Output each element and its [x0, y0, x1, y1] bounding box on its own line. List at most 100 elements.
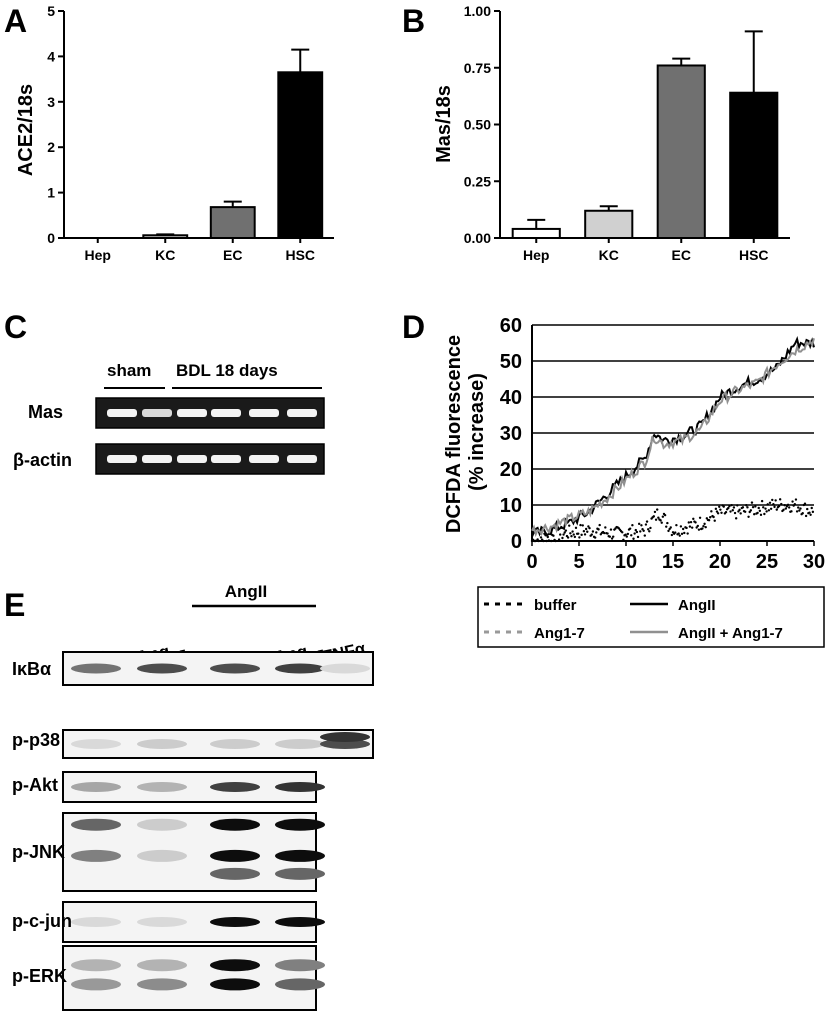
series-point-buffer: [590, 533, 593, 536]
series-point-buffer: [701, 527, 704, 530]
chartB-ytick-label: 0.50: [464, 117, 491, 133]
series-point-buffer: [632, 537, 635, 540]
blot-band: [275, 818, 325, 831]
series-point-buffer: [739, 512, 742, 515]
series-point-buffer: [766, 503, 769, 506]
series-point-buffer: [547, 539, 551, 542]
series-point-buffer: [678, 534, 681, 537]
series-point-buffer: [702, 525, 705, 528]
panel-d-ytick-label: 60: [500, 315, 522, 337]
series-point-buffer: [714, 507, 718, 511]
series-point-buffer: [751, 505, 755, 509]
series-point-buffer: [595, 531, 598, 534]
series-point-buffer: [771, 498, 774, 502]
series-point-buffer: [635, 530, 639, 534]
series-point-buffer: [719, 508, 722, 511]
legend-label-angii-ang17: AngII + Ang1-7: [678, 625, 783, 642]
series-point-buffer: [730, 503, 733, 507]
chartA-xtick-label: KC: [155, 247, 175, 263]
series-point-buffer: [681, 527, 685, 531]
blot-row-label: IκBα: [12, 659, 51, 679]
series-point-buffer: [549, 539, 553, 543]
series-point-buffer: [687, 521, 690, 524]
series-point-buffer: [734, 517, 738, 520]
gel-band: [107, 409, 137, 417]
chartA-ytick-label: 5: [47, 3, 55, 19]
series-point-buffer: [683, 531, 686, 535]
series-point-buffer: [753, 513, 756, 516]
chartB-xtick-label: HSC: [739, 247, 769, 263]
series-point-buffer: [645, 520, 649, 523]
series-point-buffer: [604, 526, 607, 529]
series-point-buffer: [709, 516, 712, 519]
series-point-buffer: [626, 532, 630, 536]
series-point-buffer: [720, 511, 723, 514]
panel-b-chart: 0.00 0.25 0.50 0.75 1.00 Hep KC EC HSC: [464, 3, 790, 263]
series-point-buffer: [583, 533, 587, 536]
gel-row-label-actin: β-actin: [13, 450, 72, 470]
series-point-buffer: [716, 512, 720, 515]
series-point-buffer: [764, 507, 767, 510]
legend-label-angii: AngII: [678, 597, 716, 614]
series-point-buffer: [745, 504, 748, 507]
chartB-bar: [511, 227, 561, 239]
series-point-buffer: [606, 532, 609, 535]
chartB-ytick-label: 0.25: [464, 173, 491, 189]
blot-band: [320, 739, 370, 749]
series-point-buffer: [598, 523, 601, 527]
gel-band: [142, 455, 172, 463]
series-point-buffer: [612, 535, 615, 538]
gel-band: [142, 409, 172, 417]
series-point-buffer: [643, 534, 646, 537]
blot-band: [210, 978, 260, 991]
blot-band: [210, 739, 260, 749]
series-point-buffer: [772, 502, 775, 506]
series-point-buffer: [712, 515, 715, 519]
blot-band: [137, 978, 187, 991]
series-point-buffer: [724, 511, 728, 514]
series-point-buffer: [633, 532, 636, 535]
series-point-buffer: [728, 505, 731, 508]
panel-d-xtick-label: 0: [526, 551, 537, 573]
chartB-xtick-label: KC: [599, 247, 619, 263]
series-point-buffer: [631, 524, 634, 527]
series-point-buffer: [784, 507, 787, 510]
series-point-buffer: [677, 532, 680, 535]
series-point-buffer: [773, 505, 776, 509]
panel-d-ytick-label: 0: [511, 531, 522, 553]
chartB-bar: [584, 209, 634, 239]
blot-band: [275, 849, 325, 862]
gel-band: [287, 409, 317, 417]
panel-b-ylabel: Mas/18s: [433, 85, 455, 163]
series-point-buffer: [704, 525, 707, 529]
panel-c-letter: C: [4, 309, 27, 345]
series-point-buffer: [804, 514, 808, 518]
legend-label-buffer: buffer: [534, 597, 577, 614]
series-point-buffer: [754, 505, 757, 508]
gel-row-label-mas: Mas: [28, 402, 63, 422]
series-point-buffer: [597, 528, 600, 531]
series-point-buffer: [694, 521, 697, 524]
panel-d-xtick-label: 5: [573, 551, 584, 573]
series-point-buffer: [782, 508, 785, 512]
chartA-bar: [209, 206, 256, 240]
series-point-buffer: [803, 502, 807, 505]
series-point-buffer: [666, 521, 669, 525]
panel-d-xtick-label: 20: [709, 551, 731, 573]
blot-band: [275, 867, 325, 880]
panel-d-xtick-label: 30: [803, 551, 825, 573]
panel-d-xtick-label: 25: [756, 551, 778, 573]
series-point-buffer: [732, 506, 736, 509]
series-point-buffer: [573, 535, 577, 539]
series-point-buffer: [559, 533, 562, 536]
chartA-ytick-label: 2: [47, 139, 55, 155]
series-point-buffer: [778, 498, 782, 501]
series-point-buffer: [688, 525, 692, 528]
blot-band: [320, 732, 370, 742]
series-point-buffer: [747, 515, 750, 518]
series-point-buffer: [738, 508, 741, 512]
series-point-buffer: [809, 513, 812, 516]
series-point-buffer: [715, 510, 719, 513]
series-point-buffer: [786, 503, 790, 507]
series-point-buffer: [670, 533, 674, 537]
